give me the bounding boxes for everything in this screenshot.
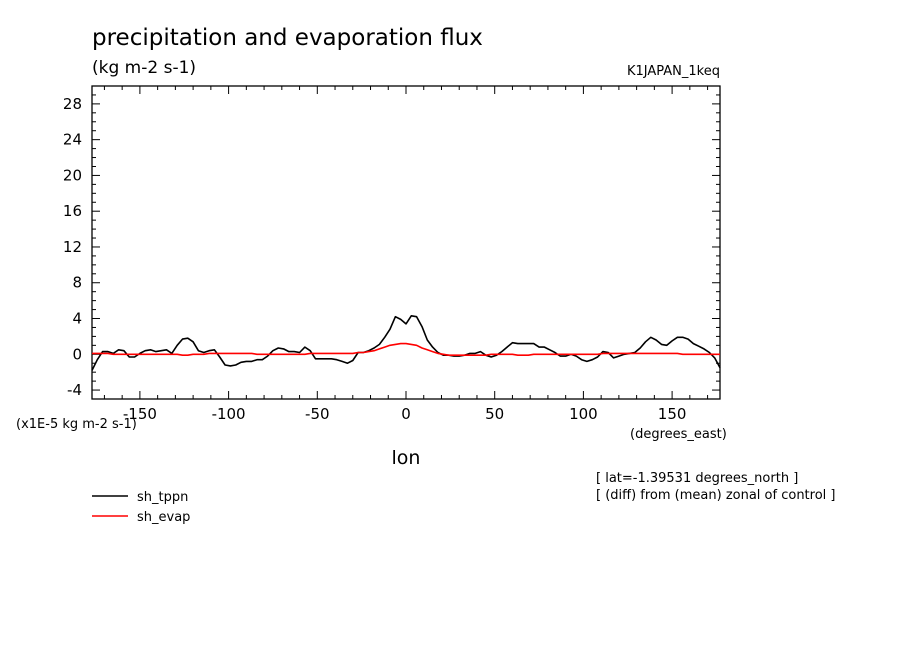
y-tick-label: 20 [63, 166, 82, 184]
y-tick-label: 12 [63, 238, 82, 256]
y-tick-label: 24 [63, 131, 82, 149]
legend-label-evap: sh_evap [137, 510, 190, 525]
chart-units: (kg m-2 s-1) [92, 58, 196, 78]
x-tick-label: 150 [658, 405, 687, 423]
note-diff: [ (diff) from (mean) zonal of control ] [596, 488, 835, 503]
x-tick-label: -150 [123, 405, 157, 423]
series-line-sh_tppn [91, 314, 721, 371]
plot-frame [91, 85, 721, 400]
series-line-sh_evap [92, 342, 720, 357]
y-tick-label: 0 [72, 345, 82, 363]
legend: sh_tppn sh_evap [92, 490, 190, 525]
note-lat: [ lat=-1.39531 degrees_north ] [596, 471, 798, 486]
x-tick-label: -50 [305, 405, 330, 423]
series-group [91, 314, 721, 371]
y-tick-label: 4 [72, 310, 82, 328]
legend-label-tppn: sh_tppn [137, 490, 188, 505]
chart-title: precipitation and evaporation flux [92, 25, 483, 51]
plot-area: -4 0 4 8 12 16 20 24 28 -150 -100 -50 0 50 100 150 [63, 85, 721, 423]
run-label: K1JAPAN_1keq [627, 64, 720, 79]
y-tick-label: 8 [72, 274, 82, 292]
x-tick-label: -100 [212, 405, 246, 423]
y-tick-label: 28 [63, 95, 82, 113]
x-units-label: (degrees_east) [630, 427, 727, 442]
x-ticks: -150 -100 -50 0 50 100 150 [103, 86, 709, 423]
x-tick-label: 0 [401, 405, 411, 423]
y-tick-label: 16 [63, 202, 82, 220]
x-axis-label: lon [392, 447, 421, 469]
y-scale-label: (x1E-5 kg m-2 s-1) [16, 417, 137, 432]
y-tick-label: -4 [67, 381, 82, 399]
x-tick-label: 100 [569, 405, 598, 423]
x-tick-label: 50 [485, 405, 504, 423]
y-ticks: -4 0 4 8 12 16 20 24 28 [63, 85, 720, 400]
